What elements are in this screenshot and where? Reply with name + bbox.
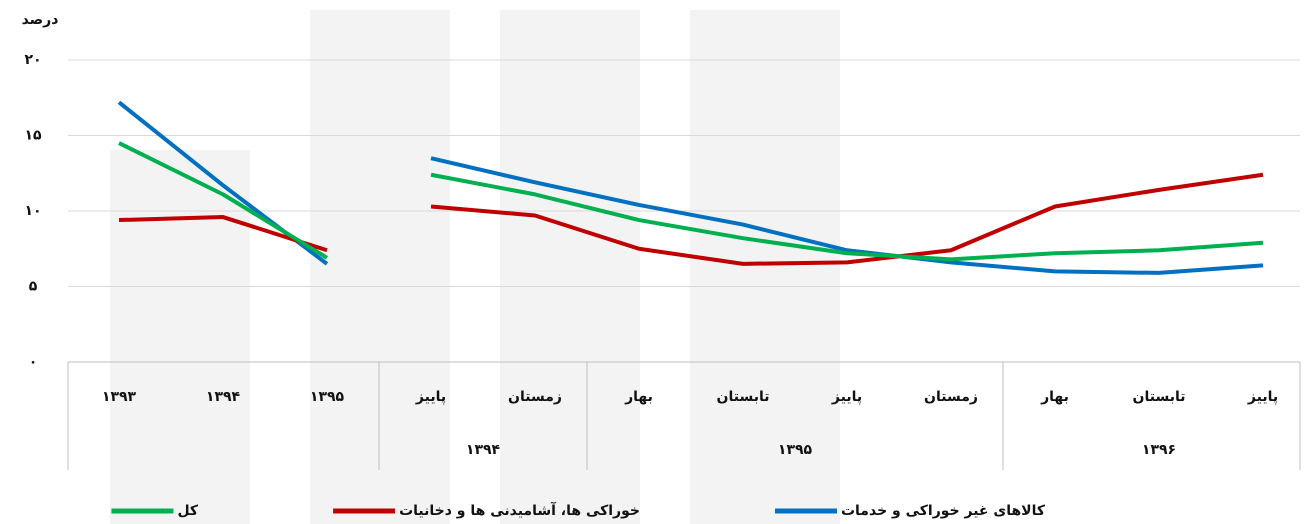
x-tick-label: ۱۳۹۴: [206, 389, 241, 405]
x-tick-label: پاییز: [415, 389, 446, 405]
watermark: [110, 10, 840, 524]
x-tick-label: تابستان: [1133, 389, 1186, 405]
x-tick-label: زمستان: [924, 389, 978, 405]
x-tick-label: بهار: [624, 389, 653, 405]
series-line: [430, 156, 1264, 275]
group-label: ۱۳۹۶: [1142, 442, 1176, 458]
x-tick-label: پاییز: [831, 389, 862, 405]
legend-label: کل: [177, 503, 198, 519]
legend-label: خوراکی ها، آشامیدنی ها و دخانیات: [399, 501, 640, 519]
y-tick-label: ۱۰: [24, 203, 41, 219]
series-line: [430, 172, 1264, 266]
x-tick-label: ۱۳۹۳: [102, 389, 137, 405]
y-tick-label: ۲۰: [24, 52, 41, 68]
y-tick-label: ۰: [29, 354, 38, 370]
y-tick-label: ۵: [29, 279, 38, 295]
group-label: ۱۳۹۵: [778, 442, 813, 458]
group-label: ۱۳۹۴: [466, 442, 501, 458]
x-tick-label: زمستان: [508, 389, 562, 405]
x-tick-label: تابستان: [717, 389, 770, 405]
series-line: [118, 141, 329, 260]
x-tick-label: ۱۳۹۵: [310, 389, 345, 405]
series-line: [430, 172, 1264, 262]
legend-label: کالاهای غیر خوراکی و خدمات: [841, 503, 1046, 519]
x-tick-label: پاییز: [1247, 389, 1278, 405]
series-line: [118, 215, 328, 253]
x-tick-label: بهار: [1040, 389, 1069, 405]
y-axis-label: درصد: [22, 12, 59, 28]
y-tick-label: ۱۵: [24, 128, 42, 144]
